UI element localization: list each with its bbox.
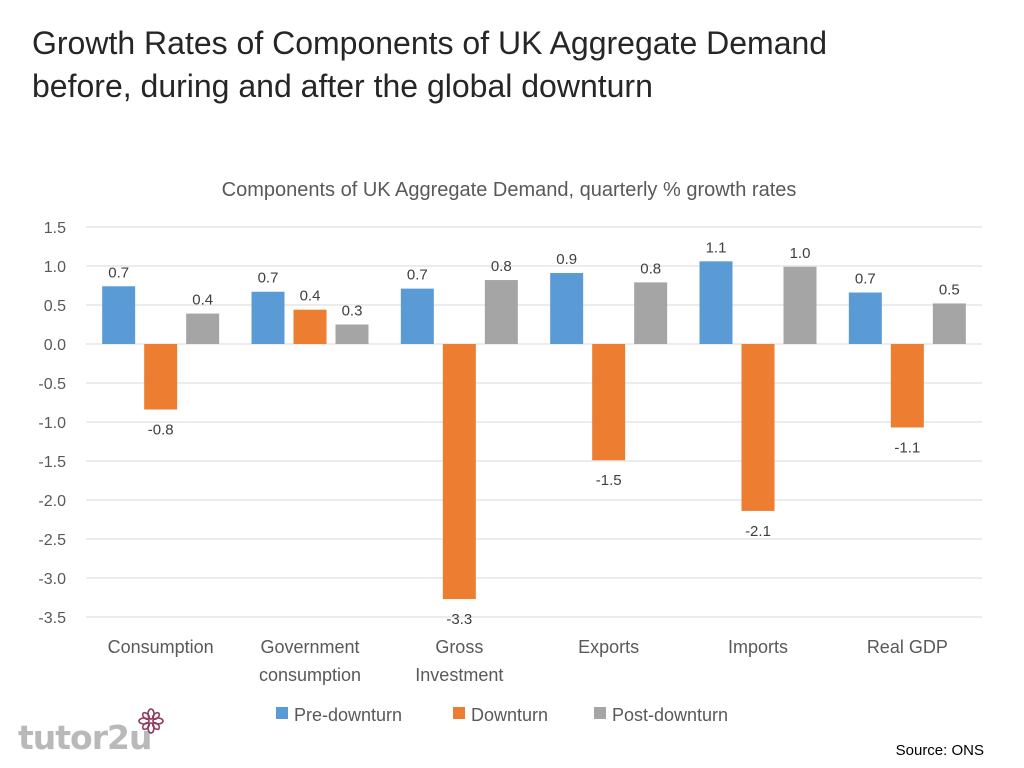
bar-pre-downturn-4	[699, 261, 733, 344]
data-label: -3.3	[446, 611, 472, 628]
bar-post-downturn-1	[335, 324, 369, 344]
bar-downturn-1	[293, 309, 327, 344]
bar-downturn-2	[442, 344, 476, 600]
legend-swatch	[276, 707, 288, 719]
bar-post-downturn-2	[484, 280, 518, 344]
y-tick-label: 1.0	[44, 259, 66, 276]
bars	[102, 261, 966, 600]
x-tick-label: Real GDP	[867, 637, 948, 657]
y-tick-label: -3.5	[38, 610, 66, 627]
bar-post-downturn-4	[783, 266, 817, 344]
bar-downturn-4	[741, 344, 775, 511]
y-tick-label: 0.5	[44, 298, 66, 315]
x-tick-label: Investment	[415, 665, 503, 685]
bar-pre-downturn-0	[102, 286, 136, 344]
data-label: 1.0	[790, 245, 811, 262]
y-tick-label: 1.5	[44, 220, 66, 237]
data-label: 0.9	[556, 251, 577, 268]
data-label: -1.1	[894, 439, 920, 456]
legend-swatch	[594, 707, 606, 719]
bar-pre-downturn-3	[550, 273, 584, 344]
data-label: 0.7	[258, 270, 279, 287]
legend-label: Pre-downturn	[294, 705, 402, 725]
data-label: -2.1	[745, 523, 771, 540]
flower-icon	[138, 708, 164, 734]
y-axis-ticks: 1.5 1.0 0.5 0.0 -0.5 -1.0 -1.5 -2.0 -2.5 -3.0 -3.5	[38, 220, 66, 627]
data-label: 0.8	[640, 260, 661, 277]
x-tick-label: consumption	[259, 665, 361, 685]
data-label: -0.8	[148, 422, 174, 439]
data-label: 0.3	[342, 303, 363, 320]
tutor2u-logo: tutor2u	[18, 708, 178, 760]
x-tick-label: Exports	[578, 637, 639, 657]
bar-pre-downturn-5	[848, 292, 882, 344]
data-label: 0.4	[300, 288, 321, 305]
data-label: 0.5	[939, 281, 960, 298]
slide-title: Growth Rates of Components of UK Aggrega…	[32, 22, 982, 108]
bar-downturn-3	[592, 344, 626, 461]
slide-title-line-1: Growth Rates of Components of UK Aggrega…	[32, 25, 828, 61]
logo-text: tutor2u	[18, 718, 152, 757]
x-axis-ticks: Consumption Government consumption Gross Inv…	[108, 637, 948, 685]
data-label: 0.8	[491, 258, 512, 275]
x-tick-label: Consumption	[108, 637, 214, 657]
bar-pre-downturn-1	[251, 291, 285, 344]
x-tick-label: Government	[260, 637, 359, 657]
chart-title: Components of UK Aggregate Demand, quart…	[222, 179, 797, 201]
data-labels: 0.7 -0.8 0.4 0.7 0.4 0.3 0.7 -3.3 0.8 0.9 -1.5 0.8 1…	[108, 239, 960, 628]
data-label: 1.1	[706, 239, 727, 256]
y-tick-label: -2.0	[38, 493, 66, 510]
data-label: -1.5	[596, 472, 622, 489]
y-tick-label: -0.5	[38, 376, 66, 393]
bar-downturn-5	[890, 344, 924, 428]
data-label: 0.4	[192, 292, 213, 309]
data-label: 0.7	[855, 271, 876, 288]
x-tick-label: Gross	[435, 637, 483, 657]
bar-downturn-0	[144, 344, 178, 410]
legend-label: Post-downturn	[612, 705, 728, 725]
y-tick-label: -2.5	[38, 532, 66, 549]
x-tick-label: Imports	[728, 637, 788, 657]
source-note: Source: ONS	[895, 742, 984, 759]
legend-label: Downturn	[471, 705, 548, 725]
bar-pre-downturn-2	[400, 288, 434, 344]
y-tick-label: 0.0	[44, 337, 66, 354]
gridlines	[86, 226, 982, 618]
data-label: 0.7	[407, 267, 428, 284]
bar-post-downturn-5	[932, 303, 966, 344]
data-label: 0.7	[108, 264, 129, 281]
bar-post-downturn-0	[186, 313, 220, 344]
y-tick-label: -3.0	[38, 571, 66, 588]
legend: Pre-downturn Downturn Post-downturn	[276, 705, 728, 725]
y-tick-label: -1.0	[38, 415, 66, 432]
bar-post-downturn-3	[634, 282, 668, 344]
legend-swatch	[453, 707, 465, 719]
y-tick-label: -1.5	[38, 454, 66, 471]
slide-title-line-2: before, during and after the global down…	[32, 68, 653, 104]
